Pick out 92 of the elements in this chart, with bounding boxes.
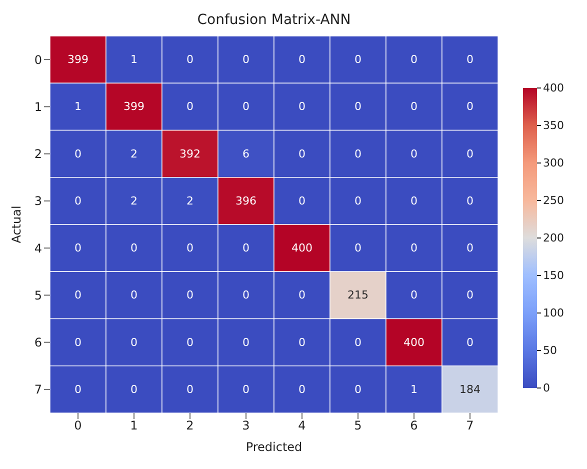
data-label: 0: [186, 288, 194, 302]
data-label: 0: [298, 100, 306, 114]
data-label: 400: [292, 242, 312, 255]
data-label: 0: [186, 53, 194, 66]
data-label: 0: [186, 242, 194, 255]
y-tick-label: 5: [34, 288, 42, 302]
data-label: 184: [460, 382, 480, 396]
x-tick-label: 0: [74, 418, 82, 433]
data-label: 0: [466, 242, 474, 255]
y-tick-label: 1: [34, 100, 42, 114]
data-label: 0: [298, 336, 306, 349]
color-bar-label: 0: [543, 382, 550, 394]
data-label: 0: [242, 288, 250, 302]
data-label: 0: [354, 194, 362, 208]
data-label: 0: [298, 382, 306, 396]
data-label: 0: [466, 194, 474, 208]
data-label: 0: [466, 336, 474, 349]
x-tick-label: 4: [298, 418, 306, 433]
data-label: 0: [354, 100, 362, 114]
y-tick-label: 4: [34, 241, 42, 256]
data-label: 396: [236, 194, 256, 208]
data-label: 0: [74, 194, 82, 208]
data-label: 0: [410, 100, 418, 114]
data-label: 2: [130, 147, 138, 160]
data-label: 392: [180, 147, 200, 160]
data-label: 400: [404, 336, 424, 349]
data-label: 0: [74, 382, 82, 396]
data-label: 0: [130, 288, 138, 302]
data-label: 0: [410, 242, 418, 255]
color-bar-label: 300: [543, 156, 564, 170]
x-tick-label: 3: [242, 418, 250, 433]
data-label: 0: [354, 147, 362, 160]
y-tick-label: 2: [34, 147, 42, 162]
color-bar-label: 350: [543, 119, 564, 132]
data-label: 0: [130, 336, 138, 349]
color-bar-label: 400: [543, 82, 564, 94]
data-label: 0: [410, 53, 418, 66]
data-label: 0: [298, 194, 306, 208]
data-label: 0: [354, 53, 362, 66]
data-label: 0: [298, 288, 306, 302]
data-label: 0: [466, 100, 474, 114]
data-label: 0: [354, 242, 362, 255]
color-bar-label: 50: [543, 344, 557, 357]
data-label: 215: [348, 288, 368, 302]
color-bar-label: 100: [543, 306, 564, 320]
data-label: 0: [466, 53, 474, 66]
data-label: 2: [130, 194, 138, 208]
data-label: 2: [186, 194, 194, 208]
y-tick-label: 7: [34, 382, 42, 397]
color-bar-label: 150: [543, 269, 564, 282]
data-label: 0: [298, 53, 306, 66]
data-label: 0: [410, 147, 418, 160]
x-axis-title: Predicted: [246, 440, 302, 454]
data-label: 0: [242, 382, 250, 396]
data-label: 0: [242, 242, 250, 255]
y-tick-label: 3: [34, 194, 42, 208]
data-label: 0: [354, 336, 362, 349]
x-tick-label: 2: [186, 418, 194, 433]
data-label: 0: [74, 147, 82, 160]
data-label: 0: [130, 242, 138, 255]
data-label: 0: [466, 147, 474, 160]
data-label: 0: [298, 147, 306, 160]
x-tick-label: 6: [410, 418, 418, 433]
data-label: 0: [186, 336, 194, 349]
data-label: 1: [74, 100, 82, 114]
y-axis-title: Actual: [9, 206, 24, 244]
x-tick-label: 7: [466, 418, 474, 433]
y-tick-label: 6: [34, 336, 42, 350]
data-label: 0: [186, 382, 194, 396]
chart-title: Confusion Matrix-ANN: [197, 12, 351, 28]
color-bar-label: 250: [543, 194, 564, 207]
data-label: 0: [242, 53, 250, 66]
data-label: 0: [74, 242, 82, 255]
data-label: 0: [242, 100, 250, 114]
data-label: 0: [410, 194, 418, 208]
data-label: 0: [130, 382, 138, 396]
x-tick-label: 1: [130, 418, 138, 433]
y-tick-label: 0: [34, 52, 42, 67]
data-label: 0: [242, 336, 250, 349]
x-tick-label: 5: [354, 418, 362, 433]
data-label: 1: [410, 382, 418, 396]
data-label: 0: [410, 288, 418, 302]
data-label: 0: [186, 100, 194, 114]
data-label: 399: [68, 53, 88, 66]
data-label: 6: [242, 147, 250, 160]
data-label: 0: [466, 288, 474, 302]
data-label: 0: [354, 382, 362, 396]
color-bar-label: 200: [543, 232, 564, 244]
data-label: 1: [130, 53, 138, 66]
data-label: 399: [124, 100, 144, 114]
data-label: 0: [74, 336, 82, 349]
data-label: 0: [74, 288, 82, 302]
